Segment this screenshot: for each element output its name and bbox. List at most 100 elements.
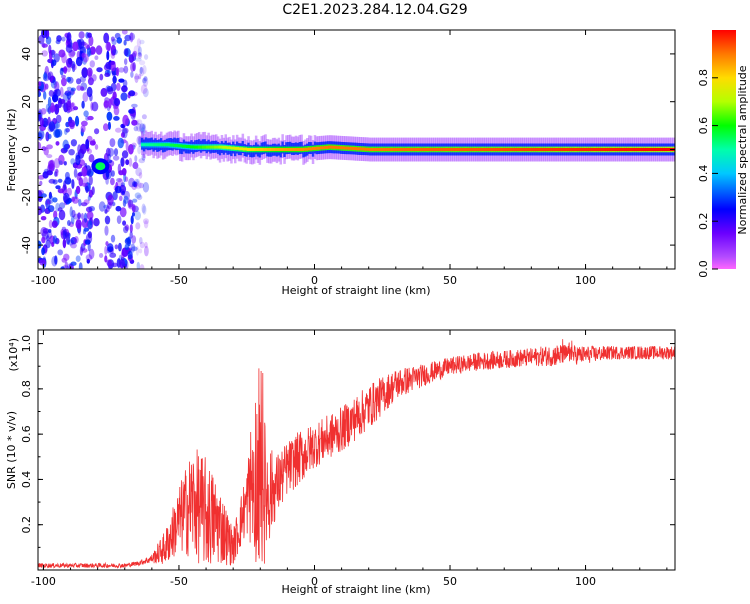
noise-blob: [69, 206, 73, 218]
noise-blob: [59, 202, 66, 209]
ridge-core: [181, 144, 187, 148]
noise-blob: [56, 35, 62, 42]
ridge-core: [291, 148, 296, 151]
ridge-core: [380, 148, 386, 151]
ridge-core: [637, 148, 642, 151]
noise-blob: [104, 225, 109, 236]
noise-blob: [130, 108, 136, 120]
noise-blob: [107, 202, 112, 210]
y-tick-label: -20: [20, 188, 33, 206]
noise-blob: [104, 209, 108, 214]
ridge-core: [511, 148, 516, 151]
noise-blob: [140, 84, 148, 94]
ridge-core: [600, 148, 605, 151]
noise-blob: [139, 123, 146, 135]
ridge-core: [250, 148, 256, 151]
noise-blob: [48, 195, 54, 204]
snr-y-multiplier: (x10⁴): [7, 338, 20, 372]
noise-blob: [41, 43, 48, 48]
noise-blob: [138, 182, 144, 189]
noise-blob: [91, 101, 99, 112]
ridge-core: [360, 147, 366, 151]
noise-blob: [109, 252, 117, 258]
ridge-core: [238, 147, 244, 151]
noise-blob: [137, 52, 142, 57]
ridge-core: [315, 146, 321, 150]
noise-blob: [104, 255, 108, 263]
ridge-core: [389, 148, 394, 151]
noise-blob: [106, 111, 113, 122]
noise-blob: [80, 124, 86, 133]
ridge-core: [364, 147, 370, 151]
noise-blob: [61, 36, 66, 42]
x-tick-label: 0: [311, 274, 318, 287]
ridge-core: [165, 143, 170, 147]
noise-blob: [108, 98, 112, 109]
noise-blob: [52, 235, 58, 244]
ridge-core: [665, 148, 670, 151]
noise-blob: [85, 185, 89, 193]
noise-blob: [38, 109, 43, 120]
ridge-core: [275, 148, 280, 151]
noise-blob: [75, 219, 82, 230]
noise-blob: [139, 264, 145, 269]
noise-blob: [122, 220, 127, 226]
noise-blob: [71, 179, 75, 189]
noise-blob: [38, 141, 42, 151]
noise-blob: [138, 172, 143, 179]
noise-blob: [67, 76, 74, 84]
ridge-core: [287, 148, 292, 151]
ridge-core: [515, 148, 520, 151]
noise-blob: [110, 170, 115, 177]
ridge-core: [319, 146, 325, 150]
noise-blob: [82, 229, 87, 235]
noise-blob: [144, 241, 148, 249]
noise-blob: [47, 133, 52, 140]
noise-blob: [89, 140, 96, 146]
noise-blob: [124, 243, 129, 251]
noise-blob: [94, 55, 99, 60]
noise-blob: [78, 177, 84, 187]
noise-blob: [128, 90, 136, 97]
noise-blob: [105, 169, 112, 180]
noise-blob: [103, 100, 110, 108]
noise-blob: [143, 76, 148, 82]
noise-blob: [121, 30, 128, 35]
noise-blob: [104, 72, 110, 78]
noise-blob: [138, 158, 146, 164]
noise-blob: [70, 87, 74, 96]
x-tick-label: -100: [31, 575, 56, 588]
noise-blob: [135, 245, 139, 256]
noise-blob: [47, 199, 52, 205]
ridge-core: [653, 148, 658, 151]
ridge-core: [531, 148, 536, 151]
noise-blob: [142, 77, 147, 84]
noise-blob: [104, 215, 111, 225]
noise-blob: [41, 247, 45, 256]
noise-blob: [127, 144, 134, 155]
ridge-core: [454, 148, 459, 151]
noise-blob: [61, 257, 67, 263]
noise-blob: [45, 131, 50, 142]
noise-blob: [117, 137, 125, 149]
noise-blob: [52, 197, 58, 203]
ridge-core: [657, 148, 662, 151]
noise-blob: [47, 58, 54, 64]
noise-blob: [120, 157, 125, 167]
colorbar-tick-label: 0.4: [697, 165, 710, 183]
ridge-core: [645, 148, 650, 151]
noise-blob: [82, 91, 89, 103]
noise-blob: [65, 100, 72, 111]
noise-blob: [120, 132, 126, 138]
ridge-core: [177, 144, 183, 148]
noise-blob: [72, 64, 77, 71]
noise-blob: [104, 245, 108, 255]
noise-blob: [68, 57, 73, 65]
ridge-core: [307, 147, 313, 151]
noise-blob: [54, 103, 60, 115]
noise-blob: [94, 144, 99, 150]
noise-blob: [131, 204, 136, 213]
noise-blob: [39, 180, 43, 186]
noise-blob: [87, 242, 91, 252]
